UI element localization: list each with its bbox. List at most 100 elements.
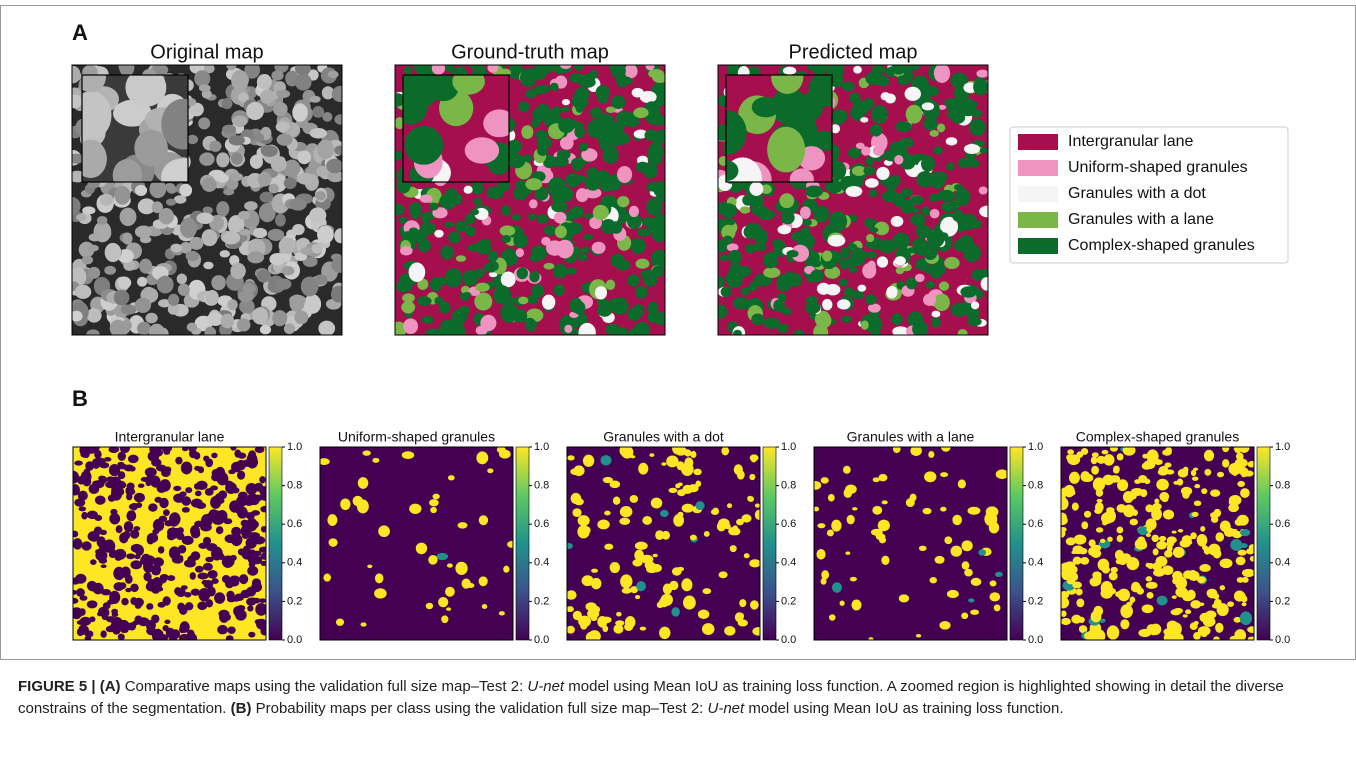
texture-blob [1215, 623, 1223, 633]
texture-blob [805, 186, 823, 198]
texture-blob [109, 548, 116, 555]
colorbar-tick-label: 0.4 [1275, 557, 1290, 569]
texture-blob [409, 202, 422, 216]
texture-blob [1156, 541, 1167, 550]
texture-blob [816, 313, 831, 329]
texture-blob [79, 444, 90, 456]
inset [709, 60, 841, 200]
texture-blob [438, 326, 451, 339]
texture-blob [188, 633, 198, 644]
texture-blob [767, 127, 805, 173]
texture-blob [742, 195, 754, 206]
texture-blob [247, 605, 253, 611]
texture-blob [312, 106, 324, 118]
map-image [63, 58, 348, 340]
texture-blob [652, 554, 658, 558]
texture-blob [87, 308, 102, 323]
texture-blob [170, 244, 182, 253]
texture-blob [923, 294, 936, 306]
texture-blob [203, 563, 213, 571]
texture-blob [255, 603, 267, 616]
page: A B Original mapGround-truth mapPredicte… [0, 0, 1356, 758]
colorbar-tick-label: 0.2 [1028, 595, 1043, 607]
texture-blob [603, 146, 619, 164]
texture-blob [655, 231, 665, 240]
texture-blob [1215, 532, 1224, 541]
texture-blob [480, 315, 496, 331]
texture-blob [1092, 452, 1099, 457]
texture-blob [529, 199, 538, 208]
texture-blob [86, 329, 99, 338]
texture-blob [297, 173, 313, 185]
texture-blob [135, 185, 147, 196]
texture-blob [1227, 601, 1234, 606]
texture-blob [1194, 484, 1200, 488]
texture-blob [632, 559, 642, 566]
texture-blob [178, 284, 190, 296]
texture-blob [276, 122, 290, 133]
texture-blob [930, 268, 941, 279]
texture-blob [189, 237, 203, 250]
legend-swatch [1018, 134, 1058, 150]
texture-blob [724, 626, 735, 636]
texture-blob [211, 473, 221, 481]
texture-blob [126, 553, 135, 559]
texture-blob [551, 187, 565, 203]
texture-blob [1146, 563, 1151, 568]
texture-blob [88, 245, 99, 252]
texture-blob [578, 323, 595, 343]
texture-blob [362, 450, 370, 455]
texture-blob [630, 495, 638, 503]
texture-blob [399, 217, 408, 224]
texture-blob [865, 294, 876, 305]
texture-blob [164, 466, 171, 472]
texture-blob [135, 616, 143, 623]
texture-blob [553, 264, 567, 279]
caption-text: model using Mean IoU as training loss fu… [744, 700, 1063, 717]
texture-blob [465, 226, 476, 237]
texture-blob [1172, 571, 1183, 581]
texture-blob [882, 500, 888, 504]
texture-blob [1178, 529, 1183, 533]
texture-blob [1172, 595, 1177, 599]
texture-blob [773, 299, 785, 312]
texture-blob [115, 554, 122, 561]
texture-blob [588, 630, 601, 642]
texture-blob [1235, 592, 1245, 601]
texture-blob [269, 253, 285, 266]
colorbar [1010, 447, 1023, 640]
texture-blob [82, 541, 92, 550]
texture-blob [104, 457, 112, 462]
texture-blob [828, 222, 836, 231]
texture-blob [227, 627, 235, 634]
texture-blob [1076, 598, 1084, 607]
texture-blob [292, 103, 308, 122]
texture-blob [1140, 489, 1147, 497]
legend-swatch [1018, 212, 1058, 228]
texture-blob [259, 476, 265, 483]
texture-blob [1217, 603, 1229, 616]
texture-blob [505, 258, 515, 265]
texture-blob [1067, 449, 1074, 455]
texture-blob [925, 281, 935, 289]
texture-blob [124, 521, 134, 532]
texture-blob [721, 286, 732, 297]
texture-blob [557, 150, 571, 160]
texture-blob [95, 495, 106, 504]
texture-blob [1210, 512, 1219, 518]
texture-blob [677, 489, 686, 496]
texture-blob [207, 570, 217, 579]
texture-blob [719, 571, 728, 578]
texture-blob [301, 276, 319, 296]
texture-blob [488, 251, 498, 262]
texture-blob [487, 62, 498, 73]
texture-blob [1102, 566, 1110, 574]
texture-blob [70, 577, 80, 584]
texture-blob [556, 240, 573, 259]
texture-blob [573, 611, 582, 620]
texture-blob [102, 615, 109, 620]
texture-blob [223, 614, 231, 620]
texture-blob [755, 504, 760, 508]
texture-blob [910, 195, 923, 204]
texture-blob [99, 558, 108, 564]
